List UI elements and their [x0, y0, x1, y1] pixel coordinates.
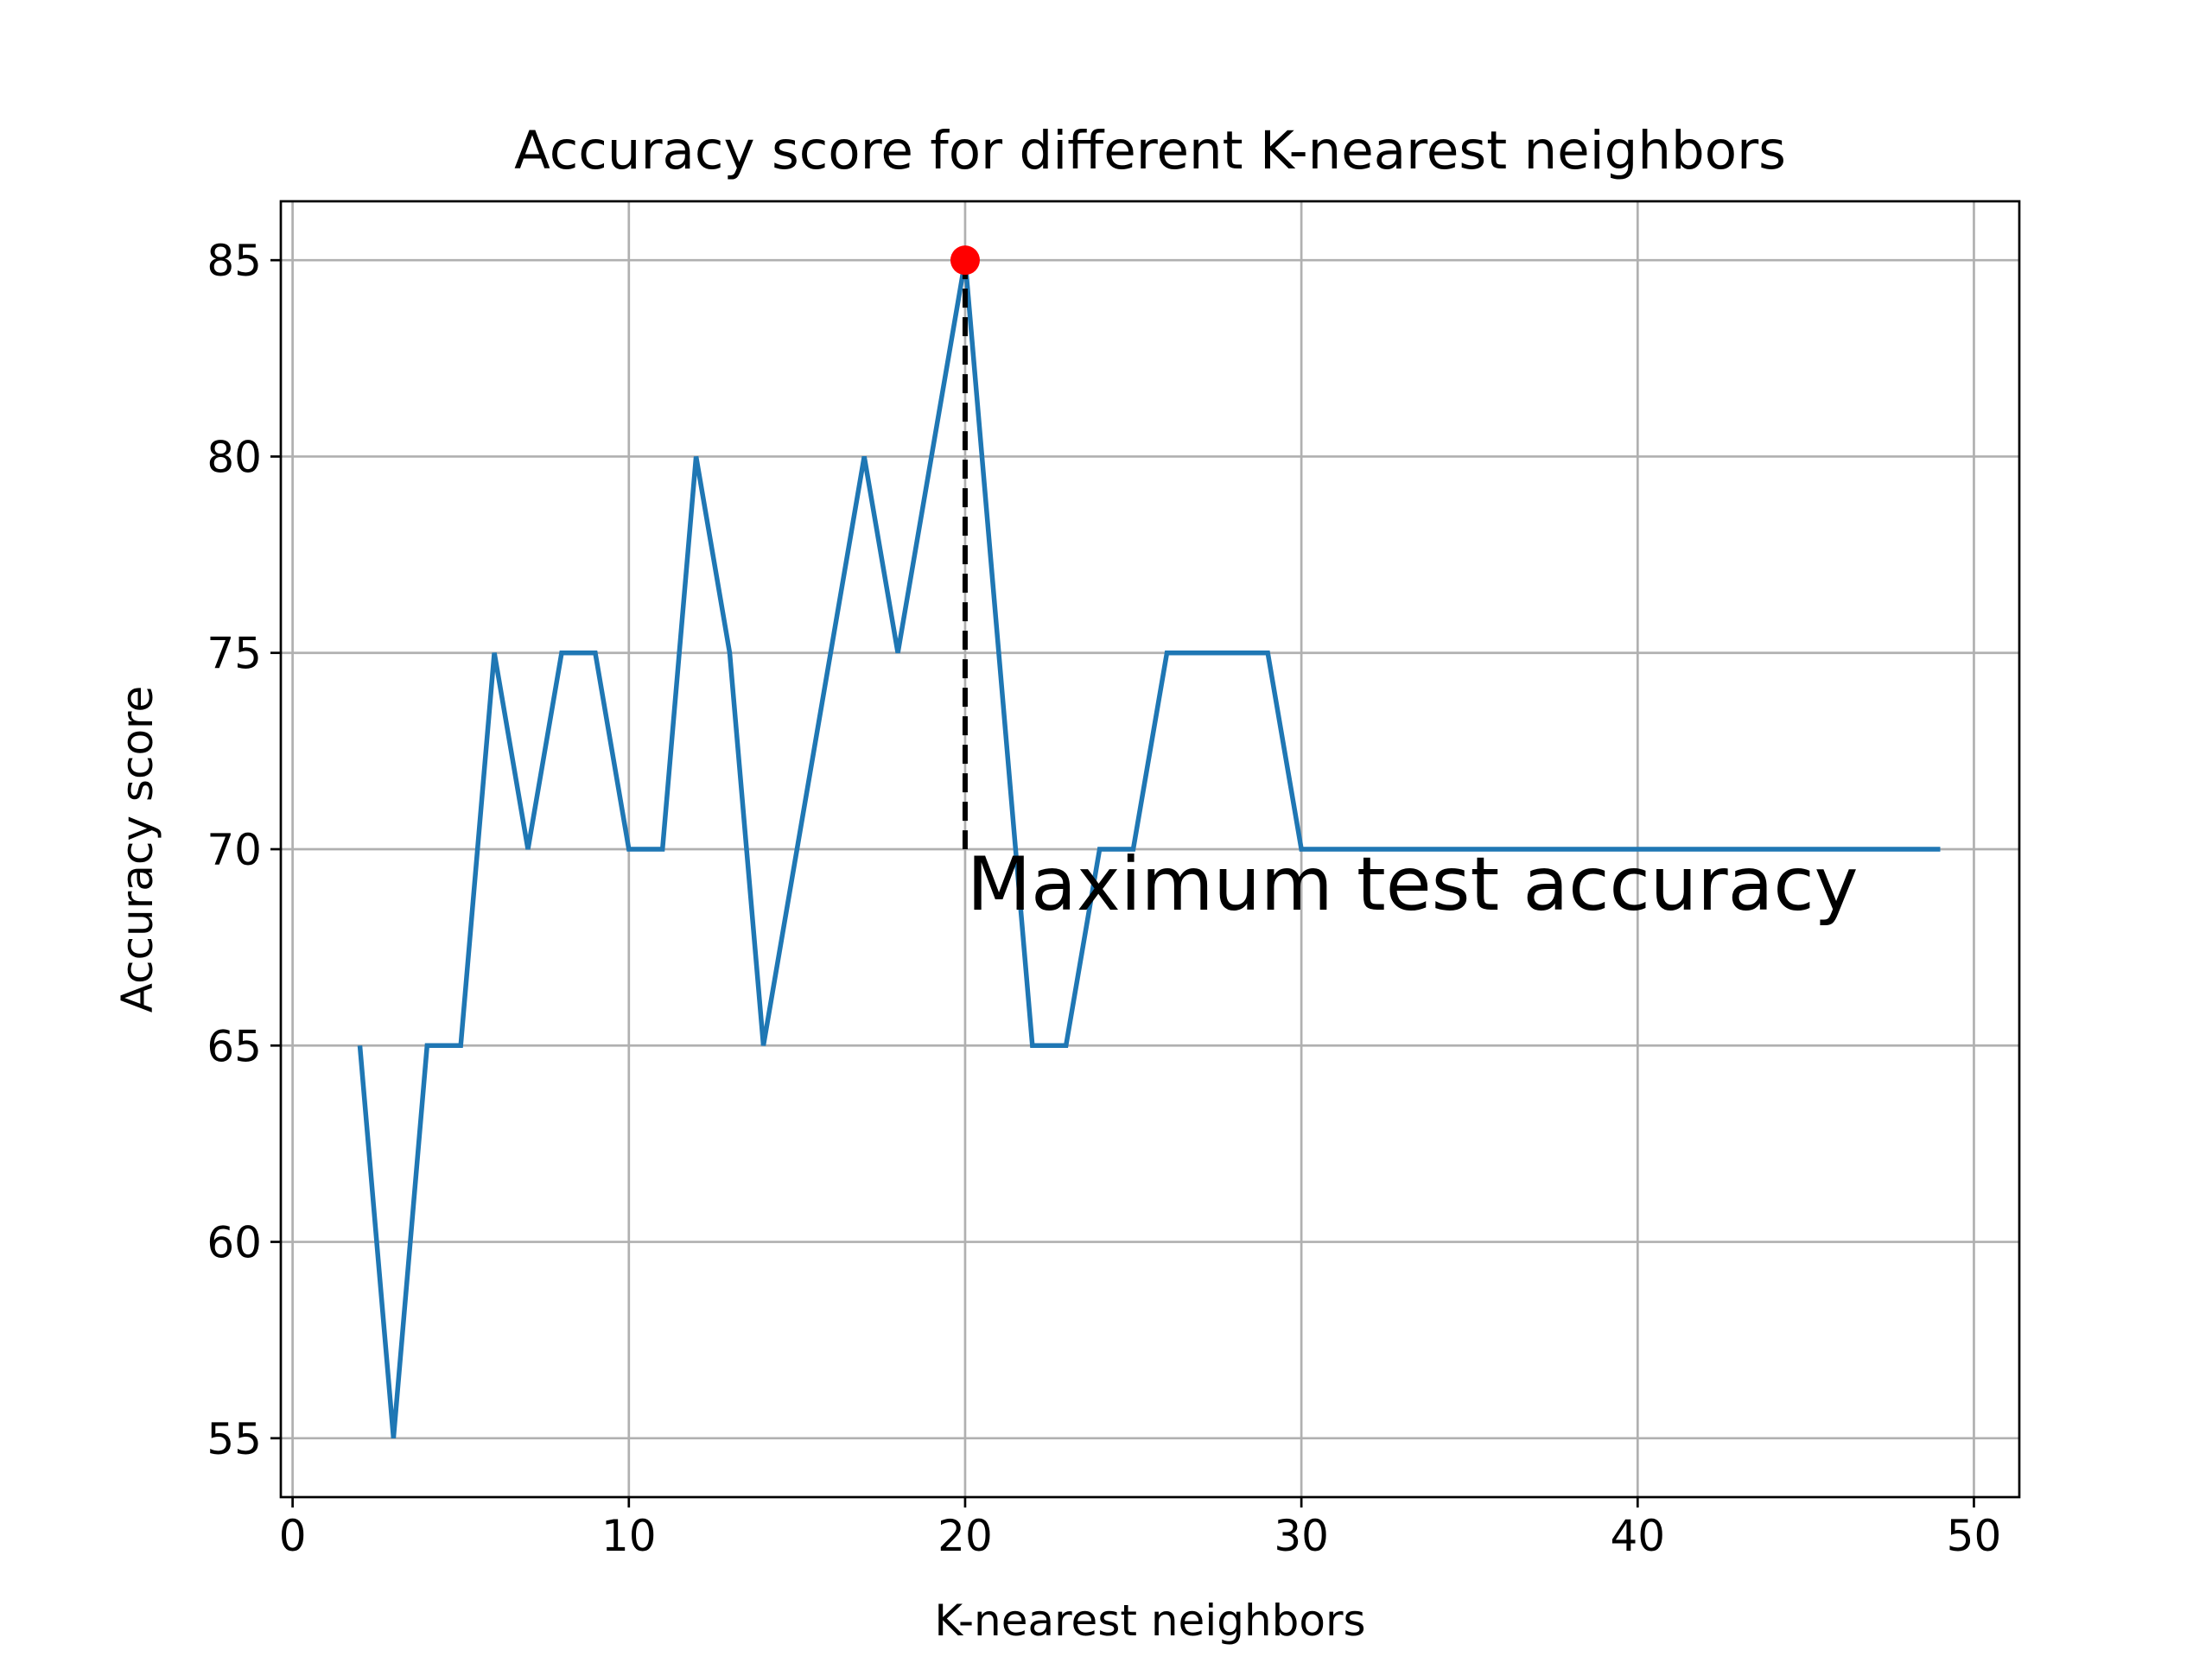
x-tick-label: 0 [279, 1511, 307, 1561]
x-axis-label: K-nearest neighbors [934, 1596, 1365, 1646]
y-tick-label: 70 [207, 825, 262, 875]
y-tick-label: 85 [207, 236, 262, 286]
y-axis-label: Accuracy score [112, 686, 162, 1013]
y-tick-label: 55 [207, 1414, 262, 1464]
series-lines [357, 259, 1941, 1439]
y-tick-label: 65 [207, 1021, 262, 1071]
series-line [357, 259, 1941, 1439]
x-tick-label: 50 [1947, 1511, 2002, 1561]
y-tick-label: 75 [207, 629, 262, 679]
x-tick-label: 30 [1274, 1511, 1329, 1561]
annotation-group [950, 245, 980, 849]
y-tick-label: 80 [207, 432, 262, 482]
x-tick-label: 10 [601, 1511, 657, 1561]
axis-ticks: 0 10 20 30 40 50 55 60 65 70 75 80 85 [207, 236, 2001, 1561]
x-tick-label: 20 [938, 1511, 993, 1561]
y-tick-label: 60 [207, 1218, 262, 1268]
max-accuracy-marker [950, 245, 980, 276]
x-tick-label: 40 [1610, 1511, 1665, 1561]
chart-title: Accuracy score for different K-nearest n… [514, 120, 1786, 181]
annotation-label: Maximum test accuracy [967, 841, 1859, 928]
